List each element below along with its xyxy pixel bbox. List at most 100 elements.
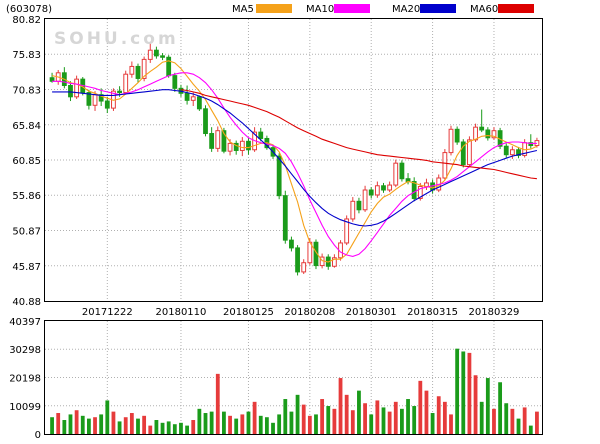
- candle-body-down: [104, 100, 110, 109]
- volume-bar: [56, 413, 61, 434]
- candle-body-up: [301, 262, 307, 273]
- candle-body-down: [503, 145, 509, 156]
- candle-body-up: [227, 142, 233, 152]
- legend: MA5 MA10 MA20 MA60: [232, 4, 534, 15]
- volume-bar: [479, 401, 484, 434]
- candle-body-up: [350, 200, 356, 220]
- candle-body-down: [196, 96, 202, 110]
- candle-body-down: [246, 140, 251, 151]
- volume-bar: [412, 406, 417, 434]
- volume-bar: [271, 422, 275, 434]
- moving-average-lines: [51, 60, 538, 263]
- candle-body-up: [215, 130, 221, 149]
- volume-bar: [80, 415, 85, 434]
- volume-bar: [172, 424, 177, 434]
- volume-panel-frame: [44, 320, 543, 435]
- candle-body-down: [184, 92, 190, 101]
- volume-bar: [50, 417, 54, 434]
- volume-bar: [504, 403, 509, 434]
- candle-body-down: [485, 129, 491, 139]
- volume-bar: [99, 414, 104, 434]
- volume-bar: [252, 401, 257, 434]
- candle-body-up: [123, 73, 129, 94]
- volume-bar: [117, 421, 122, 434]
- volume-bar: [93, 417, 97, 434]
- candle-body-down: [172, 75, 178, 89]
- legend-label-ma20: MA20: [392, 4, 420, 15]
- price-y-tick-label: 40.88: [12, 297, 41, 308]
- candle-body-up: [491, 130, 497, 139]
- date-x-tick-label: 20180110: [156, 307, 207, 318]
- price-y-tick-label: 80.82: [12, 15, 41, 26]
- candle-body-down: [154, 49, 159, 57]
- volume-bar: [455, 348, 460, 434]
- candle-body-down: [160, 55, 165, 58]
- date-x-tick-label: 20180315: [407, 307, 458, 318]
- legend-label-ma10: MA10: [306, 4, 334, 15]
- volume-bar: [338, 378, 343, 434]
- volume-bar: [277, 414, 282, 434]
- volume-bar: [105, 400, 110, 434]
- legend-swatch-ma10: [334, 4, 370, 13]
- volume-bar: [498, 382, 503, 434]
- volume-bar: [492, 408, 496, 434]
- volume-y-tick-label: 0: [35, 430, 41, 440]
- date-x-tick-label: 20171222: [82, 307, 133, 318]
- legend-label-ma60: MA60: [470, 4, 498, 15]
- candle-body-up: [393, 162, 399, 186]
- price-y-tick-label: 55.86: [12, 191, 41, 202]
- price-panel-frame: [44, 18, 543, 302]
- candle-body-down: [460, 141, 466, 166]
- volume-bar: [148, 425, 153, 434]
- volume-bar: [510, 408, 515, 434]
- volume-bar: [436, 396, 441, 434]
- volume-bar: [332, 408, 337, 434]
- date-x-tick-label: 20180125: [223, 307, 274, 318]
- volume-bar: [326, 406, 331, 434]
- volume-bar: [258, 415, 263, 434]
- candle-body-down: [233, 142, 239, 151]
- volume-bar: [387, 411, 392, 434]
- candle-body-down: [209, 133, 215, 149]
- volume-bar: [424, 390, 429, 434]
- volume-bar: [406, 399, 410, 434]
- volume-bar: [209, 411, 214, 434]
- volume-bar: [129, 413, 134, 434]
- candle-body-up: [509, 149, 515, 156]
- volume-bar: [449, 414, 453, 434]
- volume-y-tick-label: 20198: [9, 374, 41, 385]
- volume-bar: [344, 394, 349, 434]
- candle-body-down: [479, 126, 485, 131]
- volume-bar: [307, 415, 312, 434]
- candle-body-down: [166, 56, 172, 77]
- volume-bar: [485, 378, 490, 434]
- volume-bar: [68, 414, 73, 434]
- stock-code: (603078): [6, 4, 52, 15]
- volume-y-tick-label: 30298: [9, 345, 41, 356]
- volume-bar: [295, 394, 300, 434]
- candle-body-down: [221, 130, 227, 152]
- candle-body-down: [203, 108, 208, 135]
- volume-bar: [179, 422, 183, 434]
- volume-bar: [154, 420, 159, 434]
- volume-bar: [246, 411, 251, 434]
- volume-bar: [222, 411, 226, 434]
- volume-bar: [418, 380, 423, 434]
- candle-body-up: [141, 58, 147, 79]
- candle-body-down: [98, 94, 104, 102]
- candle-body-up: [74, 78, 80, 98]
- price-y-tick-labels: 80.82 75.83 70.83 65.84 60.85 55.86 50.87 45.87…: [12, 15, 41, 308]
- price-gridlines: [45, 19, 542, 301]
- candle-body-down: [258, 131, 264, 139]
- volume-bar: [393, 401, 398, 434]
- volume-bar: [283, 399, 288, 434]
- candle-body-down: [516, 149, 521, 156]
- volume-bar: [400, 408, 404, 434]
- volume-y-tick-label: 40397: [9, 317, 41, 328]
- candle-body-down: [368, 189, 374, 196]
- candle-body-down: [68, 85, 73, 98]
- date-x-tick-label: 20180329: [469, 307, 520, 318]
- candle-body-down: [381, 185, 386, 191]
- candle-body-down: [356, 200, 362, 211]
